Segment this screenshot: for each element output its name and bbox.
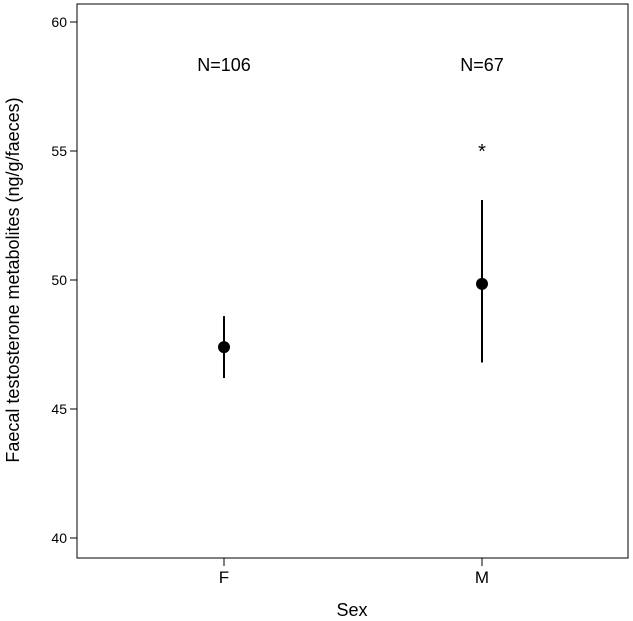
y-tick-label: 55: [51, 143, 67, 159]
sample-size-label: N=67: [460, 55, 504, 75]
x-axis-title: Sex: [336, 600, 367, 620]
data-marks: N=106 N=67 *: [197, 55, 504, 379]
significance-marker: *: [478, 141, 486, 163]
y-tick-label: 45: [51, 401, 67, 417]
y-axis: 40 45 50 55 60: [51, 14, 77, 546]
y-axis-title: Faecal testosterone metabolites (ng/g/fa…: [3, 97, 23, 462]
y-tick-label: 50: [51, 272, 67, 288]
plot-area-frame: [76, 3, 629, 559]
mean-point: [476, 277, 488, 290]
x-tick-label: F: [219, 568, 229, 587]
y-tick-label: 60: [51, 14, 67, 30]
sample-size-label: N=106: [197, 55, 251, 75]
x-tick-label: M: [475, 568, 489, 587]
mean-point: [218, 341, 230, 354]
y-tick-label: 40: [51, 530, 67, 546]
